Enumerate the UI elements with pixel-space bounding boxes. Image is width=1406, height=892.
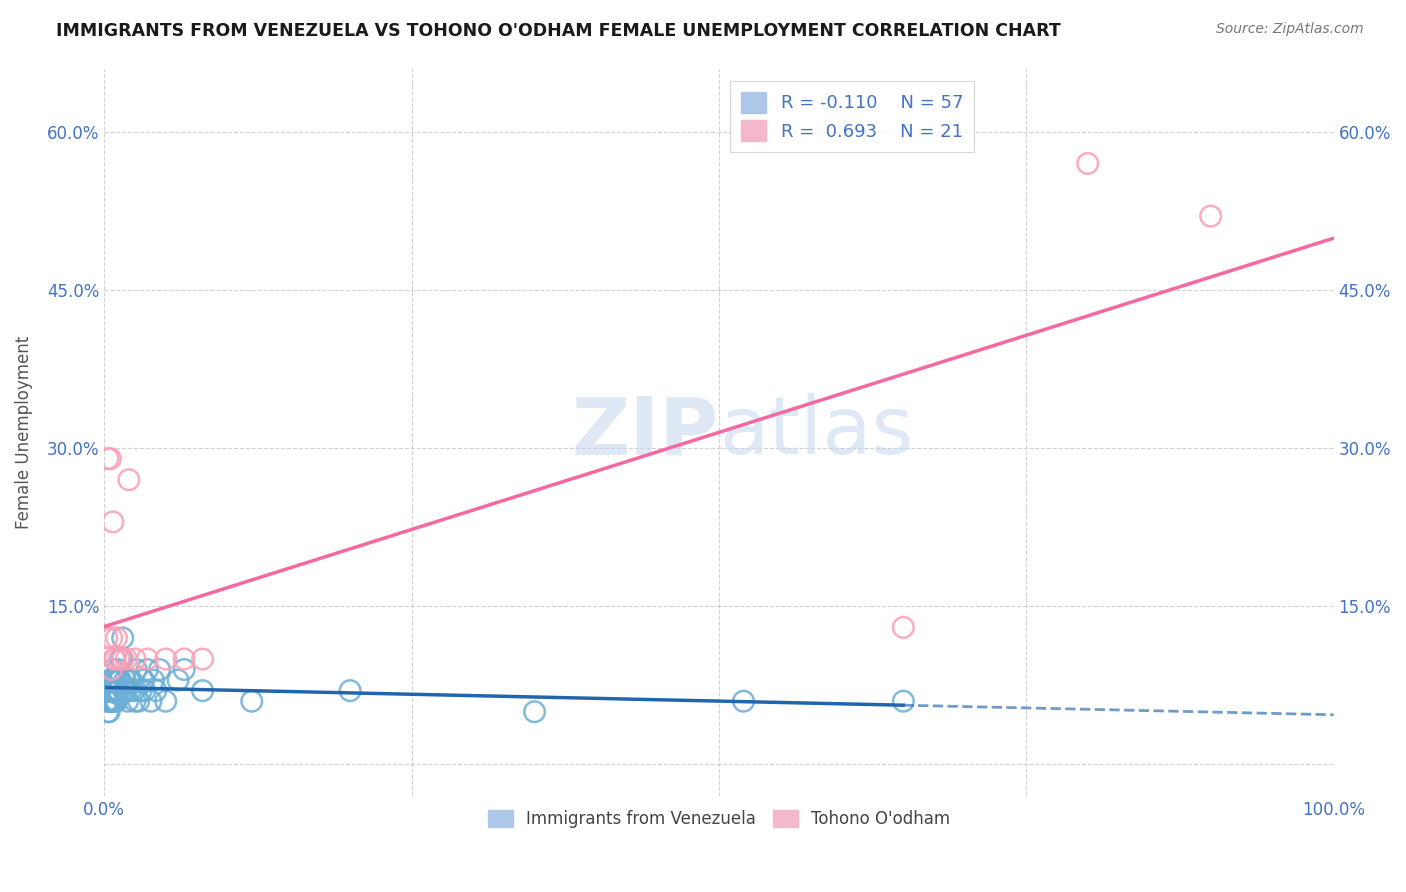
Point	[120, 673, 142, 687]
Point	[148, 663, 170, 677]
Point	[101, 694, 124, 708]
Point	[103, 673, 125, 687]
Point	[101, 515, 124, 529]
Point	[100, 694, 122, 708]
Point	[122, 683, 145, 698]
Point	[191, 652, 214, 666]
Point	[107, 663, 129, 677]
Point	[129, 683, 152, 698]
Point	[891, 620, 914, 634]
Point	[100, 673, 122, 687]
Point	[108, 673, 131, 687]
Point	[891, 694, 914, 708]
Point	[117, 694, 139, 708]
Point	[100, 451, 122, 466]
Point	[100, 631, 122, 645]
Point	[112, 683, 135, 698]
Legend: Immigrants from Venezuela, Tohono O'odham: Immigrants from Venezuela, Tohono O'odha…	[481, 804, 956, 835]
Point	[111, 652, 134, 666]
Point	[167, 673, 190, 687]
Point	[103, 694, 125, 708]
Point	[101, 663, 124, 677]
Point	[125, 663, 148, 677]
Point	[240, 694, 263, 708]
Point	[173, 663, 195, 677]
Point	[339, 683, 361, 698]
Point	[145, 683, 167, 698]
Point	[104, 694, 127, 708]
Point	[136, 652, 159, 666]
Point	[97, 705, 120, 719]
Point	[136, 663, 159, 677]
Point	[103, 652, 125, 666]
Point	[100, 694, 122, 708]
Point	[134, 683, 156, 698]
Point	[114, 673, 136, 687]
Point	[118, 473, 141, 487]
Point	[103, 683, 125, 698]
Point	[98, 694, 121, 708]
Point	[96, 694, 118, 708]
Point	[100, 683, 122, 698]
Point	[191, 683, 214, 698]
Point	[97, 451, 120, 466]
Point	[105, 694, 128, 708]
Point	[142, 673, 165, 687]
Point	[120, 683, 142, 698]
Point	[105, 683, 128, 698]
Point	[107, 683, 129, 698]
Point	[100, 683, 122, 698]
Text: ZIP: ZIP	[572, 393, 718, 471]
Point	[104, 683, 127, 698]
Point	[115, 683, 138, 698]
Point	[108, 683, 131, 698]
Point	[155, 694, 177, 708]
Point	[124, 694, 146, 708]
Point	[173, 652, 195, 666]
Text: Source: ZipAtlas.com: Source: ZipAtlas.com	[1216, 22, 1364, 37]
Point	[523, 705, 546, 719]
Text: atlas: atlas	[718, 393, 914, 471]
Point	[96, 631, 118, 645]
Point	[97, 683, 120, 698]
Text: IMMIGRANTS FROM VENEZUELA VS TOHONO O'ODHAM FEMALE UNEMPLOYMENT CORRELATION CHAR: IMMIGRANTS FROM VENEZUELA VS TOHONO O'OD…	[56, 22, 1062, 40]
Point	[1077, 156, 1099, 170]
Point	[98, 705, 121, 719]
Point	[139, 694, 162, 708]
Point	[100, 663, 122, 677]
Point	[118, 673, 141, 687]
Point	[104, 652, 127, 666]
Y-axis label: Female Unemployment: Female Unemployment	[15, 335, 32, 529]
Point	[110, 673, 132, 687]
Point	[111, 631, 134, 645]
Point	[105, 673, 128, 687]
Point	[128, 694, 150, 708]
Point	[101, 683, 124, 698]
Point	[108, 652, 131, 666]
Point	[100, 673, 122, 687]
Point	[115, 652, 138, 666]
Point	[132, 673, 155, 687]
Point	[110, 652, 132, 666]
Point	[124, 652, 146, 666]
Point	[155, 652, 177, 666]
Point	[733, 694, 755, 708]
Point	[105, 631, 128, 645]
Point	[1199, 209, 1222, 223]
